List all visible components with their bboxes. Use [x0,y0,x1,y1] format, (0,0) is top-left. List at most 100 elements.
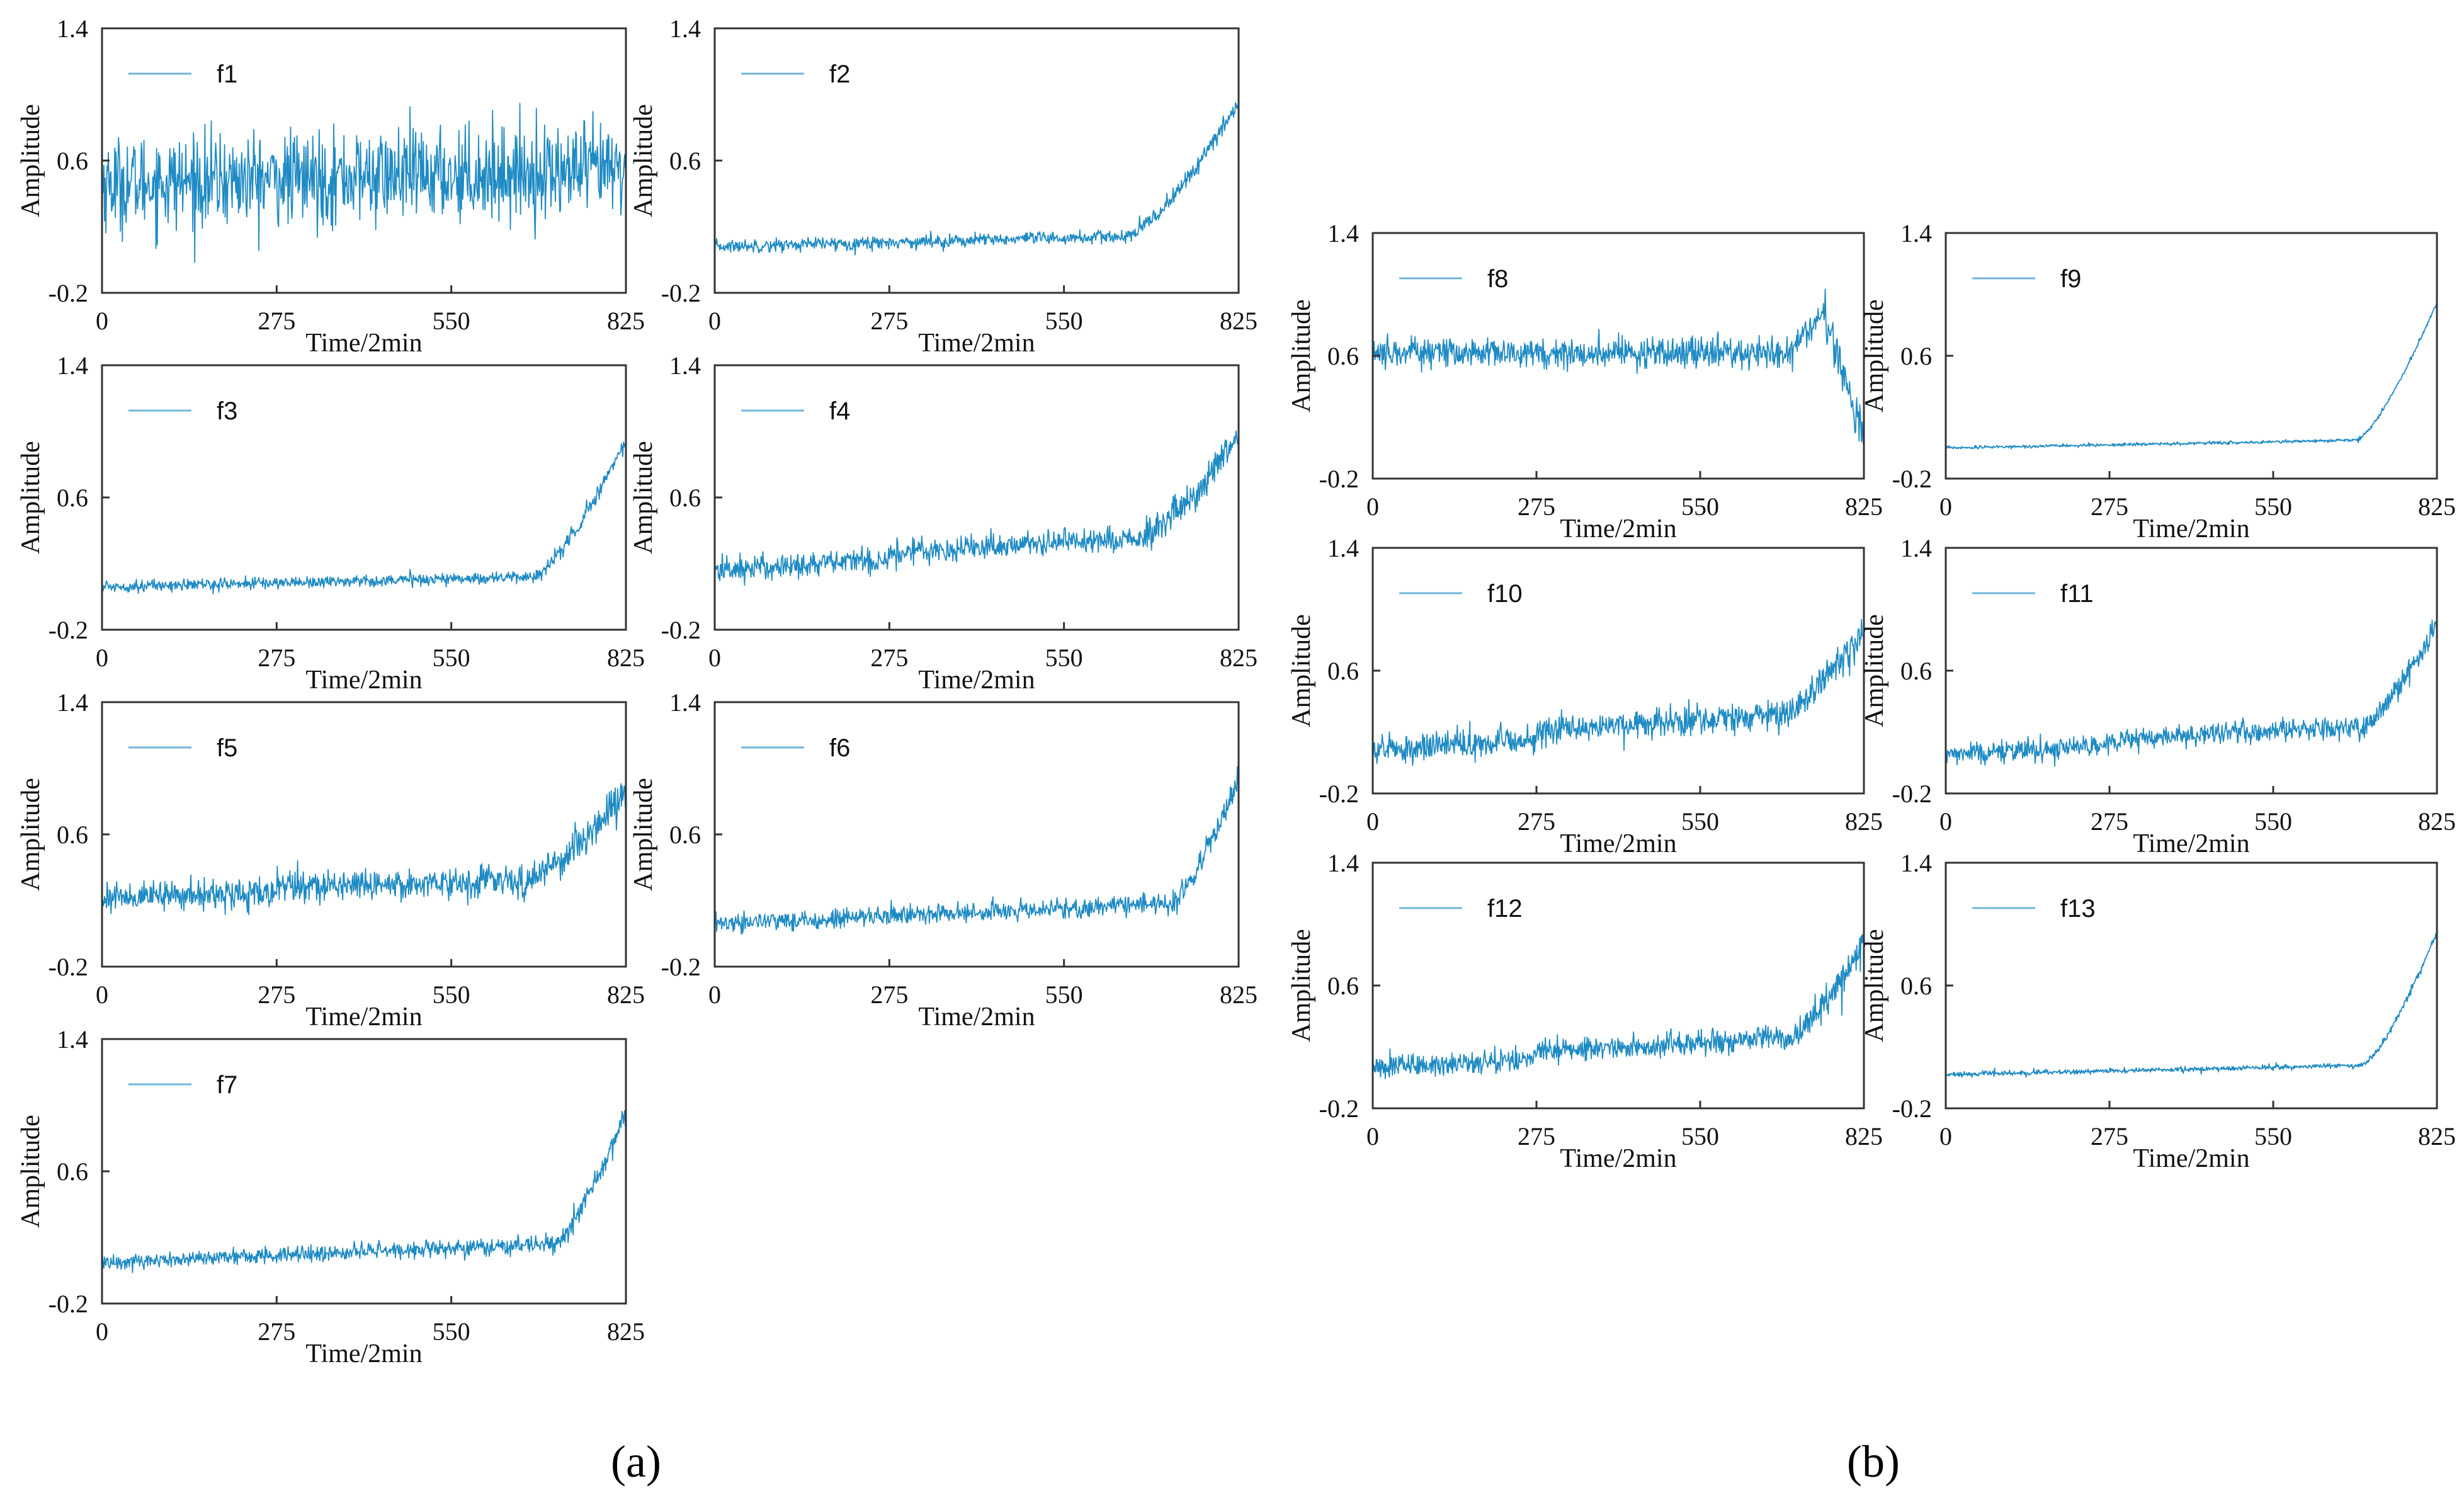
x-tick-label-f2-825: 825 [1220,307,1258,335]
plot-frame-f3 [101,364,627,631]
series-line-f4 [715,430,1239,586]
x-axis-label-f6: Time/2min [918,1003,1035,1031]
x-tick-label-f10-550: 550 [1681,807,1719,836]
plot-frame-f2 [713,27,1240,294]
x-tick-label-f5-275: 275 [258,980,295,1009]
series-line-f12 [1373,934,1864,1079]
y-tick-label-f11-0.6: 0.6 [1900,657,1932,685]
chart-f13: 0 275 550 825 -0.2 0.6 1.4 Time/2min Amplitude f1… [1860,849,2456,1173]
series-line-f9 [1946,303,2437,450]
caption-a: (a) [611,1436,661,1487]
chart-f11: 0 275 550 825 -0.2 0.6 1.4 Time/2min Amplitude f1… [1860,534,2456,858]
x-tick-label-f2-0: 0 [708,307,721,335]
series-line-f13 [1946,932,2437,1078]
y-tick-label-f1-1.4: 1.4 [57,14,88,43]
y-axis-label-f3: Amplitude [16,441,45,554]
y-axis-label-f11: Amplitude [1860,614,1889,727]
y-tick-label-f9-1.4: 1.4 [1900,219,1932,247]
x-axis-label-f12: Time/2min [1560,1144,1676,1173]
x-tick-label-f3-0: 0 [96,644,108,672]
x-tick-label-f8-275: 275 [1518,492,1555,521]
x-axis-label-f4: Time/2min [918,666,1035,695]
x-tick-label-f13-275: 275 [2091,1122,2128,1151]
legend-label-f6: f6 [829,734,850,762]
x-tick-label-f13-550: 550 [2254,1122,2292,1151]
y-tick-label-f2-1.4: 1.4 [669,14,701,43]
x-tick-label-f3-275: 275 [258,644,295,672]
x-tick-label-f12-275: 275 [1518,1122,1555,1151]
y-tick-label-f5-1.4: 1.4 [57,688,88,717]
y-axis-label-f8: Amplitude [1287,299,1316,412]
y-axis-label-f5: Amplitude [16,778,45,891]
plot-frame-f10 [1371,547,1865,795]
x-tick-label-f12-825: 825 [1845,1122,1883,1151]
x-tick-label-f4-0: 0 [708,644,721,672]
y-tick-label-f12-1.4: 1.4 [1327,849,1359,877]
x-tick-label-f12-550: 550 [1681,1122,1719,1151]
series-line-f5 [102,783,626,916]
x-tick-label-f1-550: 550 [433,307,470,335]
x-axis-label-f9: Time/2min [2133,514,2249,543]
y-tick-label-f5-0.6: 0.6 [57,821,88,849]
x-tick-label-f7-825: 825 [607,1317,645,1346]
legend-label-f8: f8 [1487,265,1508,293]
legend-label-f13: f13 [2060,895,2096,923]
y-tick-label-f13-0.6: 0.6 [1900,972,1932,1000]
x-tick-label-f9-550: 550 [2254,492,2292,521]
y-tick-label-f8--0.2: -0.2 [1319,465,1359,493]
x-tick-label-f11-825: 825 [2418,807,2456,836]
x-tick-label-f4-275: 275 [870,644,908,672]
y-axis-label-f13: Amplitude [1860,929,1889,1042]
x-tick-label-f9-0: 0 [1939,492,1952,521]
y-axis-label-f12: Amplitude [1287,929,1316,1042]
x-axis-label-f7: Time/2min [305,1339,422,1368]
x-tick-label-f6-275: 275 [870,980,908,1009]
x-tick-label-f6-0: 0 [708,980,721,1009]
y-tick-label-f4--0.2: -0.2 [661,616,701,644]
x-tick-label-f10-275: 275 [1518,807,1555,836]
series-line-f7 [102,1110,626,1273]
x-axis-label-f1: Time/2min [305,329,422,358]
y-tick-label-f3-0.6: 0.6 [57,484,88,512]
y-tick-label-f2-0.6: 0.6 [669,147,701,175]
chart-f3: 0 275 550 825 -0.2 0.6 1.4 Time/2min Amplitude f3 [16,351,645,695]
plot-frame-f5 [101,701,627,968]
chart-f1: 0 275 550 825 -0.2 0.6 1.4 Time/2min Amplitude f1 [16,14,645,358]
chart-f10: 0 275 550 825 -0.2 0.6 1.4 Time/2min Amplitude f1… [1287,534,1883,858]
x-tick-label-f4-550: 550 [1045,644,1083,672]
y-tick-label-f7-1.4: 1.4 [57,1025,88,1054]
x-tick-label-f2-550: 550 [1045,307,1083,335]
y-tick-label-f4-1.4: 1.4 [669,351,701,380]
x-tick-label-f2-275: 275 [870,307,908,335]
legend-label-f7: f7 [217,1071,237,1099]
x-tick-label-f11-0: 0 [1939,807,1952,836]
x-tick-label-f8-550: 550 [1681,492,1719,521]
series-line-f3 [102,441,626,594]
chart-f7: 0 275 550 825 -0.2 0.6 1.4 Time/2min Amplitude f7 [16,1025,645,1368]
legend-label-f10: f10 [1487,580,1523,608]
x-tick-label-f1-0: 0 [96,307,108,335]
x-tick-label-f11-550: 550 [2254,807,2292,836]
plot-frame-f9 [1945,232,2438,480]
y-tick-label-f13-1.4: 1.4 [1900,849,1932,877]
y-axis-label-f6: Amplitude [629,778,658,891]
y-tick-label-f13--0.2: -0.2 [1892,1094,1932,1123]
y-tick-label-f12--0.2: -0.2 [1319,1094,1359,1123]
x-tick-label-f5-0: 0 [96,980,108,1009]
series-line-f10 [1373,618,1864,766]
y-tick-label-f8-0.6: 0.6 [1327,342,1359,370]
x-tick-label-f7-0: 0 [96,1317,108,1346]
series-line-f1 [102,103,626,263]
legend-label-f1: f1 [217,60,237,88]
x-tick-label-f7-550: 550 [433,1317,470,1346]
x-tick-label-f1-275: 275 [258,307,295,335]
y-tick-label-f8-1.4: 1.4 [1327,219,1359,247]
y-axis-label-f2: Amplitude [629,104,658,217]
chart-f12: 0 275 550 825 -0.2 0.6 1.4 Time/2min Amplitude f1… [1287,849,1883,1173]
y-tick-label-f4-0.6: 0.6 [669,484,701,512]
x-axis-label-f2: Time/2min [918,329,1035,358]
x-tick-label-f5-550: 550 [433,980,470,1009]
y-tick-label-f10-1.4: 1.4 [1327,534,1359,562]
x-axis-label-f3: Time/2min [305,666,422,695]
